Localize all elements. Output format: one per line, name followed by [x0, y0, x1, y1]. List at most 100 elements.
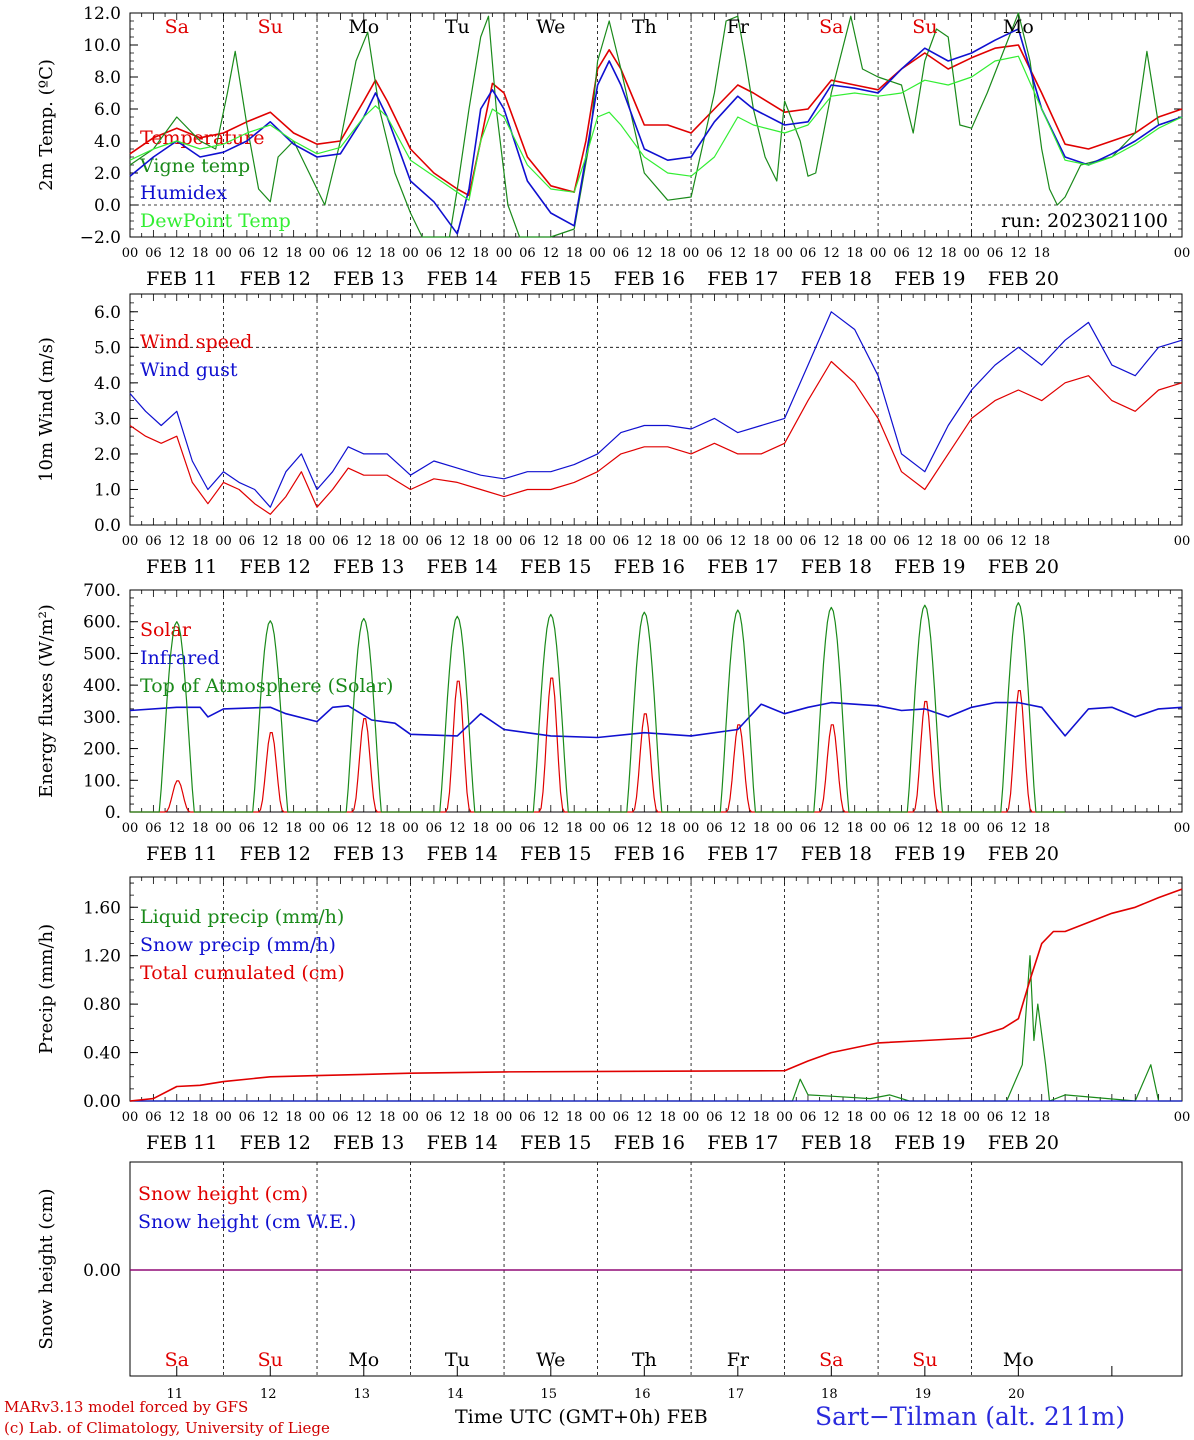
panel3-hour-label: 18	[1033, 821, 1050, 836]
panel5-y-axis-label: Snow height (cm)	[36, 1188, 57, 1349]
panel4-hour-label: 12	[356, 1110, 373, 1125]
panel1-date-label: FEB 18	[801, 268, 872, 290]
panel5-day-number: 16	[634, 1387, 651, 1402]
panel2-date-label: FEB 16	[614, 556, 685, 578]
panel3-hour-label: 06	[426, 821, 443, 836]
panel2-hour-label: 00	[215, 534, 232, 549]
panel4-x-ticks	[129, 877, 1183, 1101]
panel4-hour-label: 00	[402, 1110, 419, 1125]
panel4-date-label: FEB 11	[146, 1132, 217, 1154]
panel3-hour-label: 12	[823, 821, 840, 836]
panel3-hour-label: 12	[636, 821, 653, 836]
panel1-date-label: FEB 20	[988, 268, 1059, 290]
panel3-date-label: FEB 14	[427, 843, 498, 865]
panel2-hour-label: 06	[332, 534, 349, 549]
panel5-day-number: 12	[260, 1387, 277, 1402]
panel2-legend-2: Wind gust	[140, 359, 238, 381]
panel1-hour-label: 06	[613, 246, 630, 261]
panel2-hour-label: 12	[1010, 534, 1027, 549]
panel3-y-tick-label: 0.	[105, 803, 121, 823]
panel1-y-tick-label: 4.0	[94, 132, 121, 152]
panel3-hour-label: 18	[379, 821, 396, 836]
panel3-hour-label: 00	[963, 821, 980, 836]
panel1-hour-label: 12	[1010, 246, 1027, 261]
panel3-y-tick-label: 100.	[83, 771, 121, 791]
panel1-hour-label: 06	[800, 246, 817, 261]
panel3-hour-label: 06	[800, 821, 817, 836]
panel3-date-label: FEB 17	[707, 843, 778, 865]
panel4-date-label: FEB 13	[333, 1132, 404, 1154]
panel2-hour-label: 12	[636, 534, 653, 549]
panel2-hour-label: 06	[800, 534, 817, 549]
panel4-hour-label: 00	[870, 1110, 887, 1125]
panel5-day-number: 18	[821, 1387, 838, 1402]
panel1-weekday-label: Su	[912, 16, 937, 38]
panel1-y-tick-label: 0.0	[94, 196, 121, 216]
panel3-hour-label: 00	[1174, 821, 1191, 836]
panel1-date-label: FEB 19	[894, 268, 965, 290]
panel2-y-tick-label: 5.0	[94, 338, 121, 358]
panel2-legend-1: Wind speed	[140, 331, 252, 353]
panel4-hour-label: 00	[776, 1110, 793, 1125]
panel4-hour-label: 00	[122, 1110, 139, 1125]
panel3-hour-label: 18	[659, 821, 676, 836]
panel1-hour-label: 12	[262, 246, 279, 261]
panel2-date-label: FEB 18	[801, 556, 872, 578]
panel3-date-label: FEB 20	[988, 843, 1059, 865]
panel4-hour-label: 12	[262, 1110, 279, 1125]
panel1-hour-label: 00	[1174, 246, 1191, 261]
panel3-hour-label: 06	[613, 821, 630, 836]
panel5-frame	[129, 1161, 1183, 1377]
panel1-series-1-line	[129, 44, 1183, 197]
panel5-x-ticks	[176, 1366, 1113, 1376]
panel2-hour-label: 06	[613, 534, 630, 549]
panel2-date-label: FEB 15	[520, 556, 591, 578]
panel3-hour-label: 06	[239, 821, 256, 836]
panel5-weekday-label: Tu	[445, 1349, 470, 1371]
panel1-hour-label: 06	[426, 246, 443, 261]
panel5-weekday-label: Sa	[819, 1349, 843, 1371]
panel1-hour-label: 12	[636, 246, 653, 261]
panel4-y-tick-label: 1.60	[83, 898, 121, 918]
panel1-date-label: FEB 16	[614, 268, 685, 290]
panel4-y-tick-label: 0.00	[83, 1092, 121, 1112]
panel3-frame	[129, 589, 1183, 813]
panel5-weekday-label: Mo	[348, 1349, 379, 1371]
panel2-date-label: FEB 12	[240, 556, 311, 578]
panel2-hour-label: 18	[566, 534, 583, 549]
panel2-hour-label: 06	[893, 534, 910, 549]
panel4-hour-label: 18	[472, 1110, 489, 1125]
panel3-hour-label: 18	[192, 821, 209, 836]
panel4-y-tick-label: 0.40	[83, 1044, 121, 1064]
panel3-hour-label: 00	[309, 821, 326, 836]
panel4-hour-label: 00	[1174, 1110, 1191, 1125]
panel2-hour-label: 06	[706, 534, 723, 549]
panel2-date-label: FEB 20	[988, 556, 1059, 578]
panel2-x-ticks	[129, 294, 1183, 525]
panel1-hour-label: 06	[519, 246, 536, 261]
panel4-hour-label: 12	[543, 1110, 560, 1125]
panel1-y-tick-label: 6.0	[94, 100, 121, 120]
panel4-date-label: FEB 16	[614, 1132, 685, 1154]
station-name: Sart−Tilman (alt. 211m)	[815, 1402, 1126, 1431]
panel4-hour-label: 06	[426, 1110, 443, 1125]
panel1-hour-label: 18	[379, 246, 396, 261]
panel2-hour-label: 18	[285, 534, 302, 549]
panel3-hour-label: 18	[940, 821, 957, 836]
panel2-hour-label: 18	[940, 534, 957, 549]
panel5-day-number: 11	[166, 1387, 183, 1402]
panel3-x-ticks	[129, 590, 1183, 812]
panel1-hour-label: 00	[683, 246, 700, 261]
panel1-hour-label: 18	[940, 246, 957, 261]
panel3-series-3-line	[130, 602, 1066, 813]
panel2-hour-label: 00	[589, 534, 606, 549]
panel5-legend-2: Snow height (cm W.E.)	[138, 1211, 356, 1233]
panel1-series-4-line	[129, 55, 1183, 201]
panel4-hour-label: 12	[636, 1110, 653, 1125]
panel3-y-tick-label: 500.	[83, 644, 121, 664]
panel1-hour-label: 06	[987, 246, 1004, 261]
panel3-date-label: FEB 12	[240, 843, 311, 865]
panel4-hour-label: 00	[589, 1110, 606, 1125]
panel2-hour-label: 12	[262, 534, 279, 549]
